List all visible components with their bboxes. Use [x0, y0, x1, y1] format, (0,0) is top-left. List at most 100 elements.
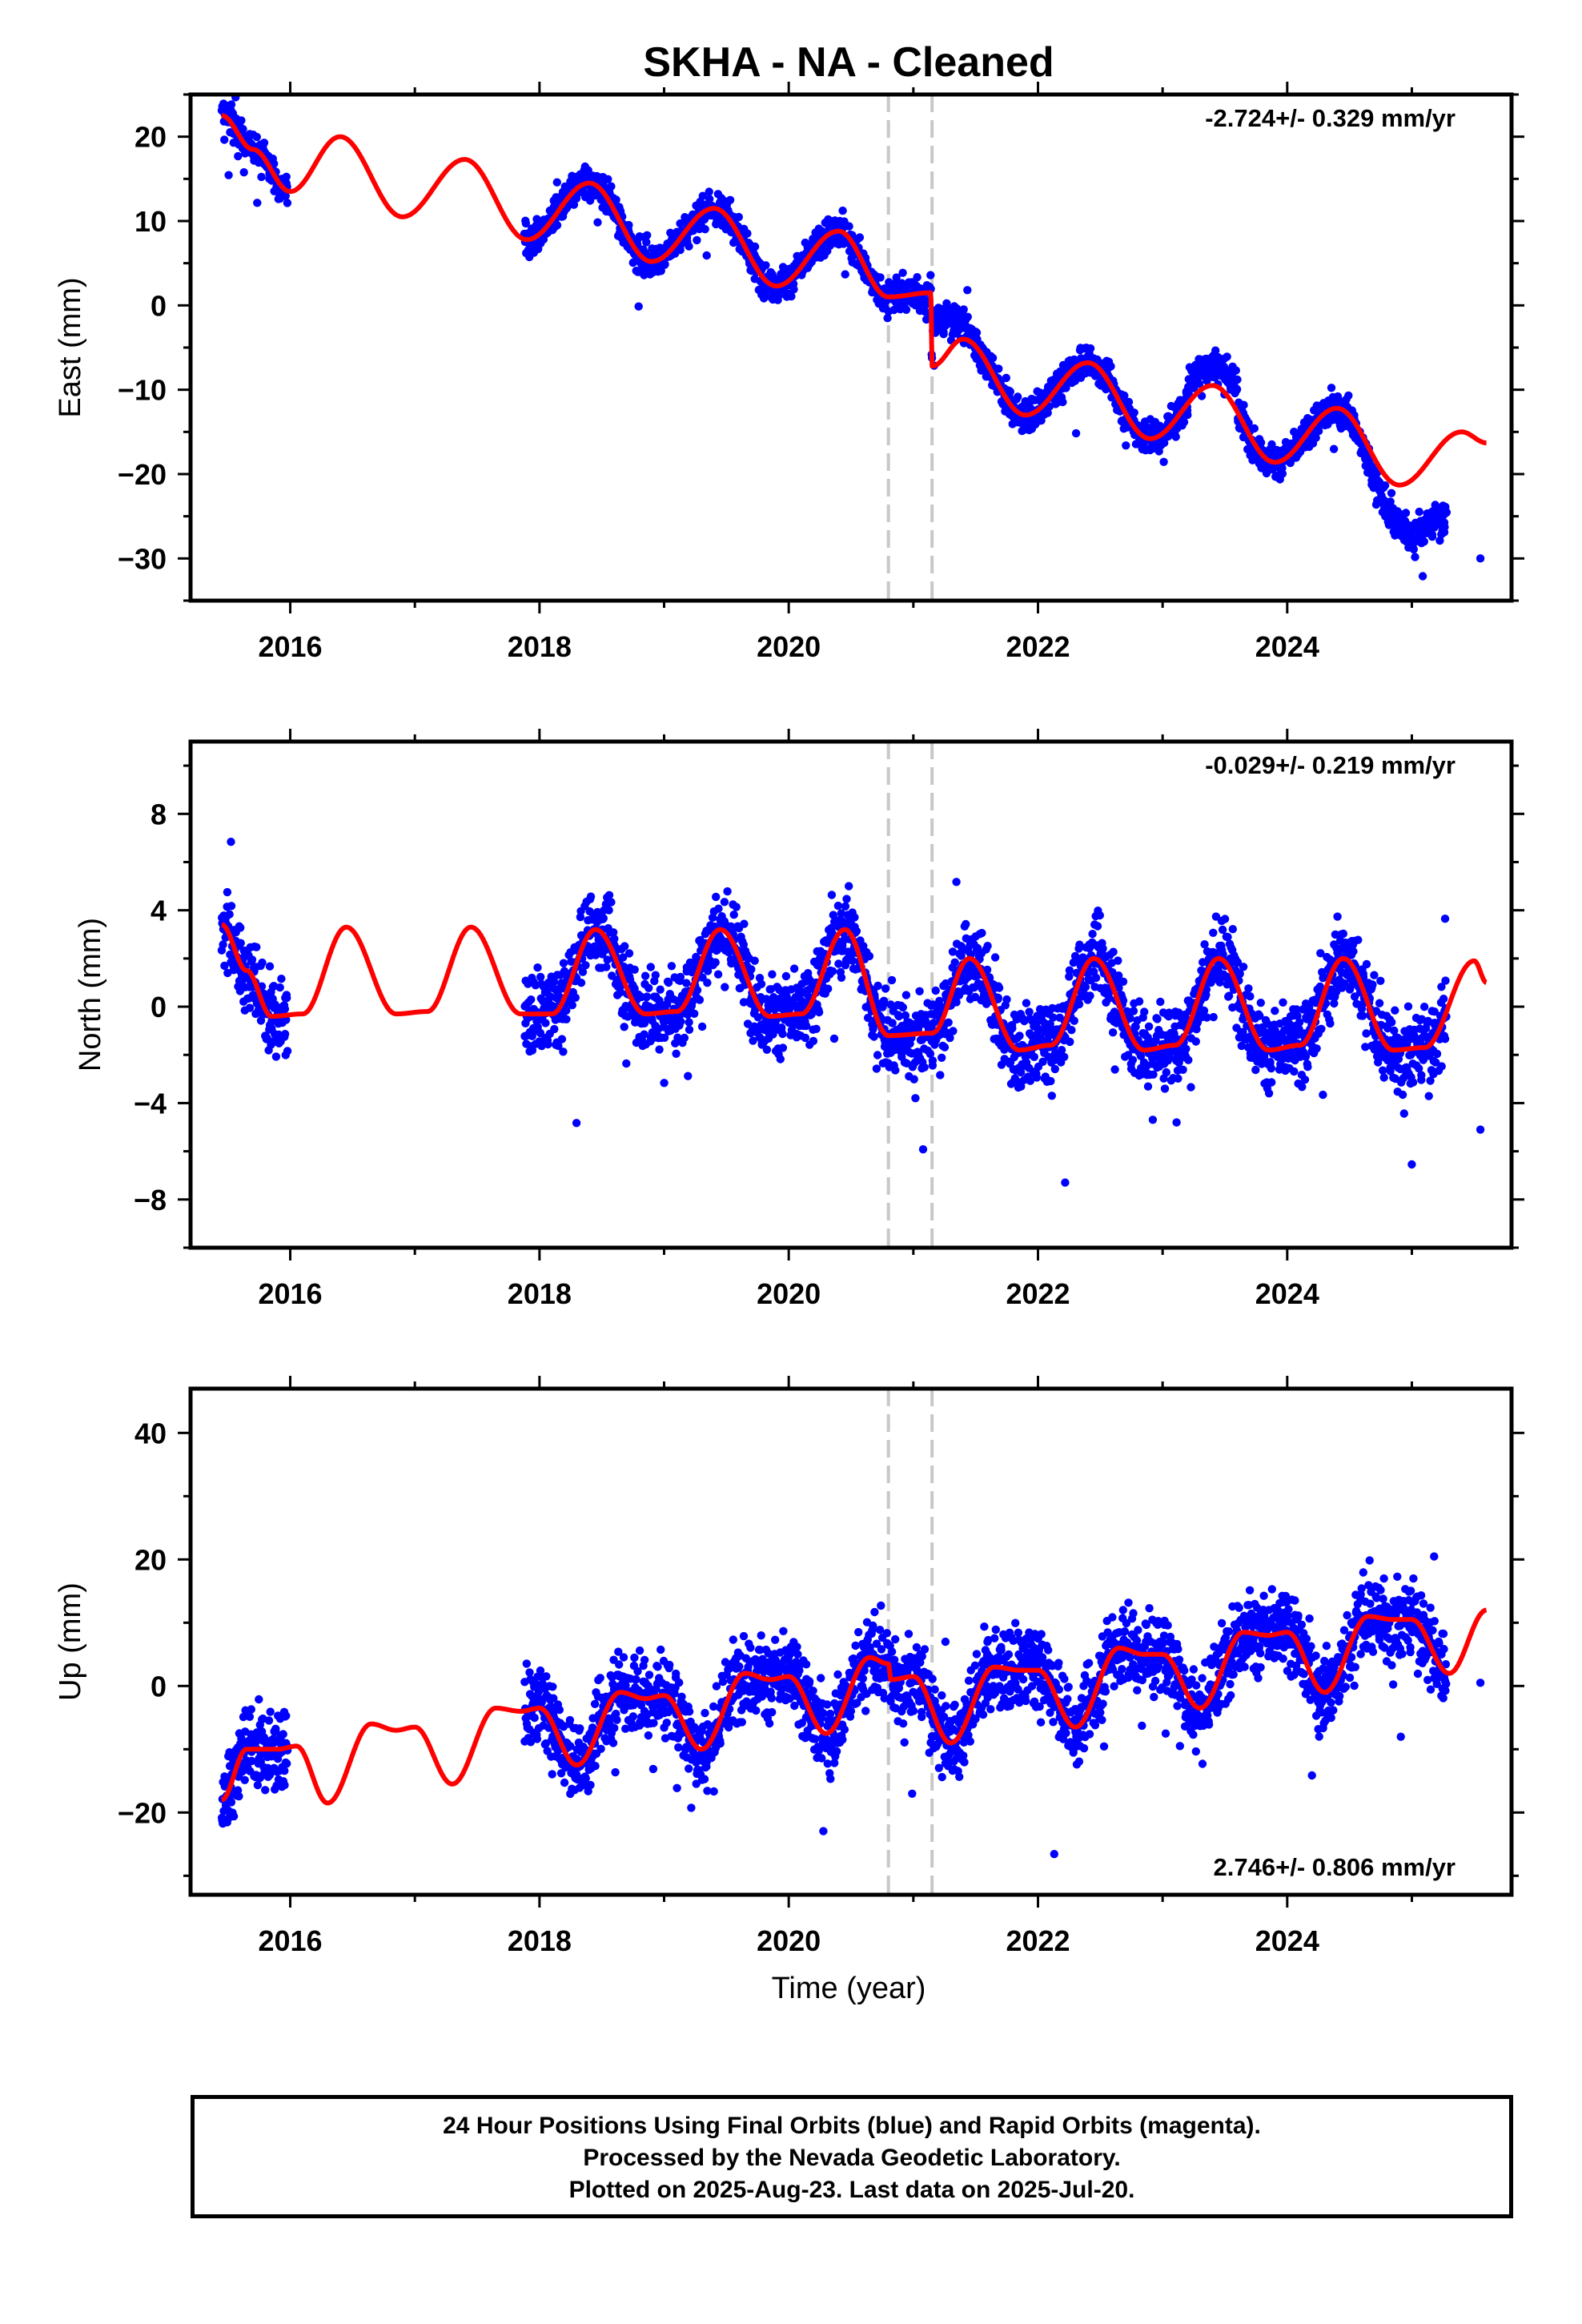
data-point [252, 132, 261, 142]
data-point [926, 271, 935, 279]
data-point [901, 991, 911, 999]
data-point [1047, 1092, 1057, 1100]
data-point [872, 1064, 881, 1073]
data-point [676, 972, 685, 982]
data-point [1267, 1063, 1276, 1073]
data-point [265, 962, 275, 971]
data-point [234, 151, 243, 161]
y-tick-label: 20 [135, 121, 167, 154]
data-point [1267, 1078, 1276, 1087]
data-point [762, 1045, 772, 1055]
data-point [1130, 408, 1138, 417]
data-point [1411, 553, 1419, 561]
data-point [1122, 441, 1130, 450]
data-point [1067, 1026, 1076, 1035]
data-point [536, 972, 545, 982]
data-point [891, 1066, 900, 1075]
data-point [747, 965, 756, 974]
data-point [725, 195, 735, 204]
data-point [1134, 997, 1144, 1006]
data-point [1418, 572, 1427, 581]
data-point [723, 887, 732, 896]
data-point [685, 1018, 693, 1027]
figure-title: SKHA - NA - Cleaned [643, 39, 1054, 86]
data-point [227, 838, 235, 846]
data-point [901, 305, 911, 314]
data-point [1002, 995, 1011, 1004]
data-point [938, 1053, 946, 1063]
data-point [789, 285, 798, 294]
data-point [280, 1004, 290, 1014]
data-point [593, 218, 602, 227]
data-point [1191, 1037, 1201, 1046]
data-point [677, 1017, 685, 1026]
data-point [1211, 346, 1220, 355]
data-point [1182, 1044, 1191, 1054]
y-tick-label: −10 [118, 374, 167, 407]
data-point [963, 286, 972, 295]
data-point [1231, 366, 1241, 375]
data-point [685, 242, 693, 251]
data-point [1186, 1083, 1195, 1092]
data-point [865, 951, 874, 961]
data-point [952, 878, 961, 887]
data-point [1002, 373, 1011, 383]
data-point [1209, 928, 1218, 938]
data-point [1271, 1007, 1279, 1015]
data-point [702, 251, 711, 260]
data-point [622, 1059, 631, 1068]
data-point [1108, 1028, 1118, 1037]
data-point [940, 1043, 950, 1051]
data-point [842, 895, 851, 903]
data-point [1008, 1023, 1017, 1033]
data-point [1043, 408, 1052, 417]
data-point [1153, 1015, 1162, 1023]
data-point [604, 891, 614, 900]
data-point [1298, 1083, 1307, 1092]
data-point [1329, 444, 1339, 453]
data-point [949, 1027, 958, 1035]
data-point [1440, 522, 1449, 532]
data-point [931, 986, 940, 995]
data-point [1303, 1063, 1312, 1072]
data-point [644, 983, 653, 993]
data-point [1442, 508, 1452, 517]
data-point [1239, 400, 1248, 409]
data-point [1220, 915, 1230, 923]
data-point [936, 1071, 945, 1080]
data-point [599, 914, 608, 923]
data-point [604, 906, 613, 915]
data-point [557, 1035, 567, 1043]
data-point [1246, 992, 1255, 1001]
x-tick-label: 2024 [1255, 630, 1319, 663]
data-point [680, 1033, 689, 1043]
data-point [1065, 966, 1074, 975]
data-point [1174, 1074, 1182, 1084]
data-point [988, 353, 998, 363]
data-point [667, 962, 677, 971]
data-point [838, 206, 847, 215]
data-point [911, 1094, 920, 1103]
data-point [873, 1051, 882, 1059]
x-tick-label: 2018 [508, 630, 572, 663]
data-point [281, 191, 290, 200]
data-point [1172, 1118, 1181, 1127]
data-point [640, 971, 650, 980]
data-point [1140, 1007, 1149, 1016]
data-point [1251, 1065, 1260, 1075]
data-point [1427, 530, 1437, 539]
data-point [258, 958, 267, 967]
data-point [1419, 537, 1429, 546]
data-point [876, 273, 885, 282]
data-point [634, 302, 643, 311]
data-point [224, 171, 233, 179]
data-point [705, 195, 714, 203]
data-point [740, 919, 749, 928]
data-point [572, 1119, 581, 1128]
data-point [1290, 1067, 1299, 1076]
data-point [809, 1036, 818, 1046]
data-point [1062, 384, 1070, 392]
data-point [909, 1075, 918, 1084]
data-point [643, 992, 652, 1001]
data-point [684, 1072, 693, 1080]
